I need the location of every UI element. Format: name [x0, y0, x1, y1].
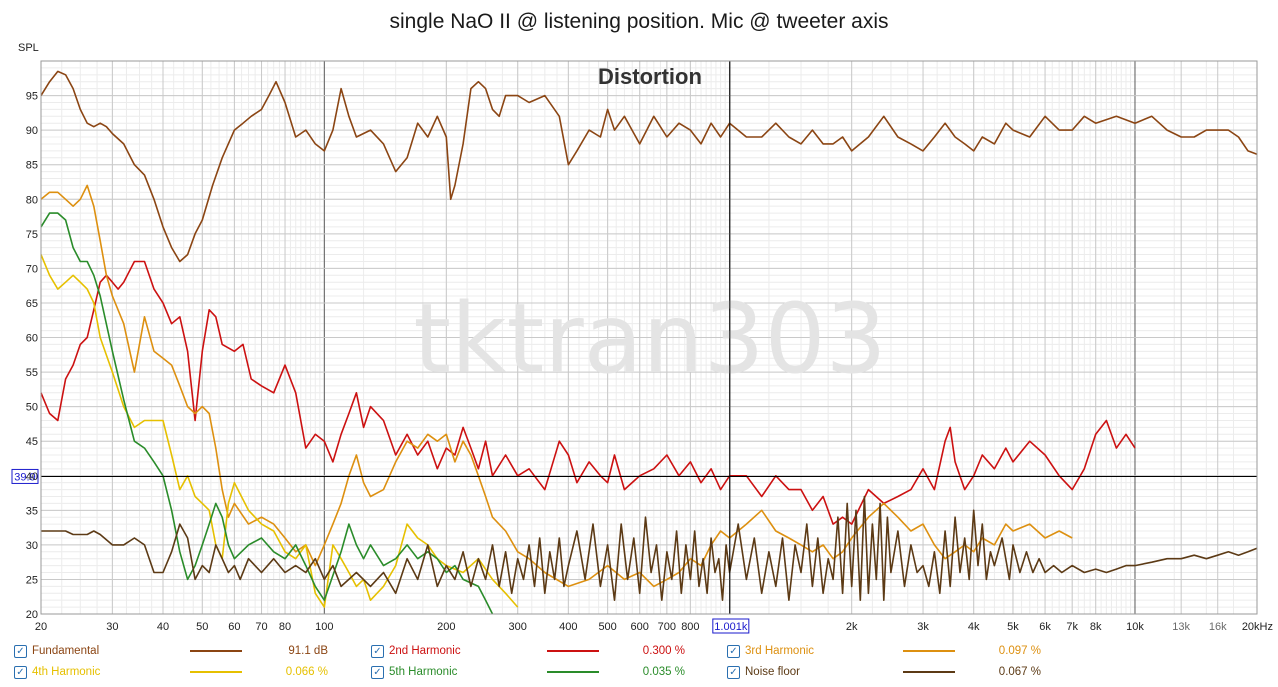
x-tick-label: 60 [228, 621, 240, 633]
x-tick-label: 500 [598, 621, 616, 633]
x-tick-label: 13k [1172, 621, 1190, 633]
legend-series-name: Fundamental [32, 645, 100, 657]
y-tick-label: 50 [26, 402, 38, 414]
legend-checkbox[interactable]: ✓ [727, 644, 740, 658]
x-tick-label: 50 [196, 621, 208, 633]
legend-series-value: 0.097 % [998, 645, 1041, 657]
x-tick-label: 80 [279, 621, 291, 633]
x-tick-label: 200 [437, 621, 455, 633]
x-tick-label: 40 [157, 621, 169, 633]
y-tick-label: 80 [26, 194, 38, 206]
y-tick-label: 55 [26, 367, 38, 379]
x-tick-label: 300 [509, 621, 527, 633]
legend-swatch [903, 671, 955, 673]
plot-frame [40, 60, 1258, 615]
y-tick-label: 45 [26, 436, 38, 448]
series-line-4 [40, 212, 494, 615]
series-line-1 [40, 260, 1136, 525]
x-tick-label: 400 [559, 621, 577, 633]
x-tick-label: 30 [106, 621, 118, 633]
x-tick-label: 100 [315, 621, 333, 633]
series-line-2 [40, 184, 1073, 588]
legend-item-5[interactable]: ✓ Noise floor 0.067 % [727, 662, 1041, 682]
legend-checkbox[interactable]: ✓ [371, 665, 384, 679]
x-tick-label: 3k [917, 621, 929, 633]
y-tick-label: 85 [26, 160, 38, 172]
y-tick-label: 95 [26, 91, 38, 103]
legend-series-name: 3rd Harmonic [745, 645, 815, 657]
y-tick-label: 70 [26, 263, 38, 275]
y-tick-label: 35 [26, 505, 38, 517]
series-line-5 [41, 495, 1258, 601]
legend-swatch [903, 650, 955, 652]
legend-swatch [547, 671, 599, 673]
legend-item-0[interactable]: ✓ Fundamental 91.1 dB [14, 641, 328, 661]
watermark: tktran303 [413, 283, 886, 395]
x-tick-label: 2k [846, 621, 858, 633]
legend-series-name: 5th Harmonic [389, 666, 458, 678]
distortion-chart[interactable]: tktran303 Distortion 39.9 1.001k 20 30 40 50… [0, 0, 1278, 640]
legend-series-value: 0.300 % [642, 645, 685, 657]
legend-series-value: 91.1 dB [288, 645, 328, 657]
y-tick-label: 40 [26, 471, 38, 483]
series-line-0 [40, 70, 1258, 263]
legend-series-name: 2nd Harmonic [389, 645, 461, 657]
x-tick-label: 7k [1066, 621, 1078, 633]
y-tick-label: 65 [26, 298, 38, 310]
cursor[interactable]: 39.9 1.001k [11, 61, 1257, 634]
y-axis-label: SPL [18, 42, 39, 54]
x-tick-label: 5k [1007, 621, 1019, 633]
legend-series-value: 0.035 % [642, 666, 685, 678]
x-tick-label: 8k [1090, 621, 1102, 633]
y-tick-label: 60 [26, 333, 38, 345]
x-tick-label: 20 [35, 621, 47, 633]
x-tick-label: 600 [631, 621, 649, 633]
x-tick-label: 800 [681, 621, 699, 633]
cursor-y-readout-box [11, 468, 39, 484]
series-line-3 [40, 254, 519, 608]
series-layer [40, 70, 1258, 615]
legend-checkbox[interactable]: ✓ [14, 644, 27, 658]
x-tick-label: 700 [658, 621, 676, 633]
legend-item-1[interactable]: ✓ 2nd Harmonic 0.300 % [371, 641, 685, 661]
y-axis-ticks: 20 25 30 35 40 45 50 55 60 65 70 75 80 85 90 95 [26, 91, 38, 621]
legend-swatch [190, 650, 242, 652]
x-tick-label: 20kHz [1242, 621, 1273, 633]
x-axis-ticks: 20 30 40 50 60 70 80 100 200 300 400 500 600 700 800 2k… [35, 621, 1273, 633]
cursor-x-readout: 1.001k [714, 621, 748, 633]
legend-series-name: Noise floor [745, 666, 800, 678]
legend-item-4[interactable]: ✓ 5th Harmonic 0.035 % [371, 662, 685, 682]
x-tick-label: 4k [968, 621, 980, 633]
x-tick-label: 10k [1126, 621, 1144, 633]
x-tick-label: 16k [1209, 621, 1227, 633]
legend-checkbox[interactable]: ✓ [371, 644, 384, 658]
legend-series-value: 0.067 % [998, 666, 1041, 678]
legend-series-name: 4th Harmonic [32, 666, 101, 678]
chart-title: single NaO II @ listening position. Mic … [389, 10, 889, 33]
y-tick-label: 90 [26, 125, 38, 137]
legend-item-2[interactable]: ✓ 3rd Harmonic 0.097 % [727, 641, 1041, 661]
y-tick-label: 20 [26, 609, 38, 621]
legend-swatch [190, 671, 242, 673]
legend-checkbox[interactable]: ✓ [14, 665, 27, 679]
legend: ✓ Fundamental 91.1 dB ✓ 2nd Harmonic 0.300 % ✓… [0, 640, 1278, 687]
x-tick-label: 6k [1039, 621, 1051, 633]
legend-item-3[interactable]: ✓ 4th Harmonic 0.066 % [14, 662, 328, 682]
y-tick-label: 30 [26, 540, 38, 552]
y-tick-label: 75 [26, 229, 38, 241]
y-tick-label: 25 [26, 574, 38, 586]
legend-swatch [547, 650, 599, 652]
distortion-annotation: Distortion [598, 64, 702, 89]
legend-series-value: 0.066 % [285, 666, 328, 678]
legend-checkbox[interactable]: ✓ [727, 665, 740, 679]
cursor-x-readout-box [712, 618, 750, 634]
cursor-y-readout: 39.9 [14, 471, 35, 483]
x-tick-label: 70 [255, 621, 267, 633]
